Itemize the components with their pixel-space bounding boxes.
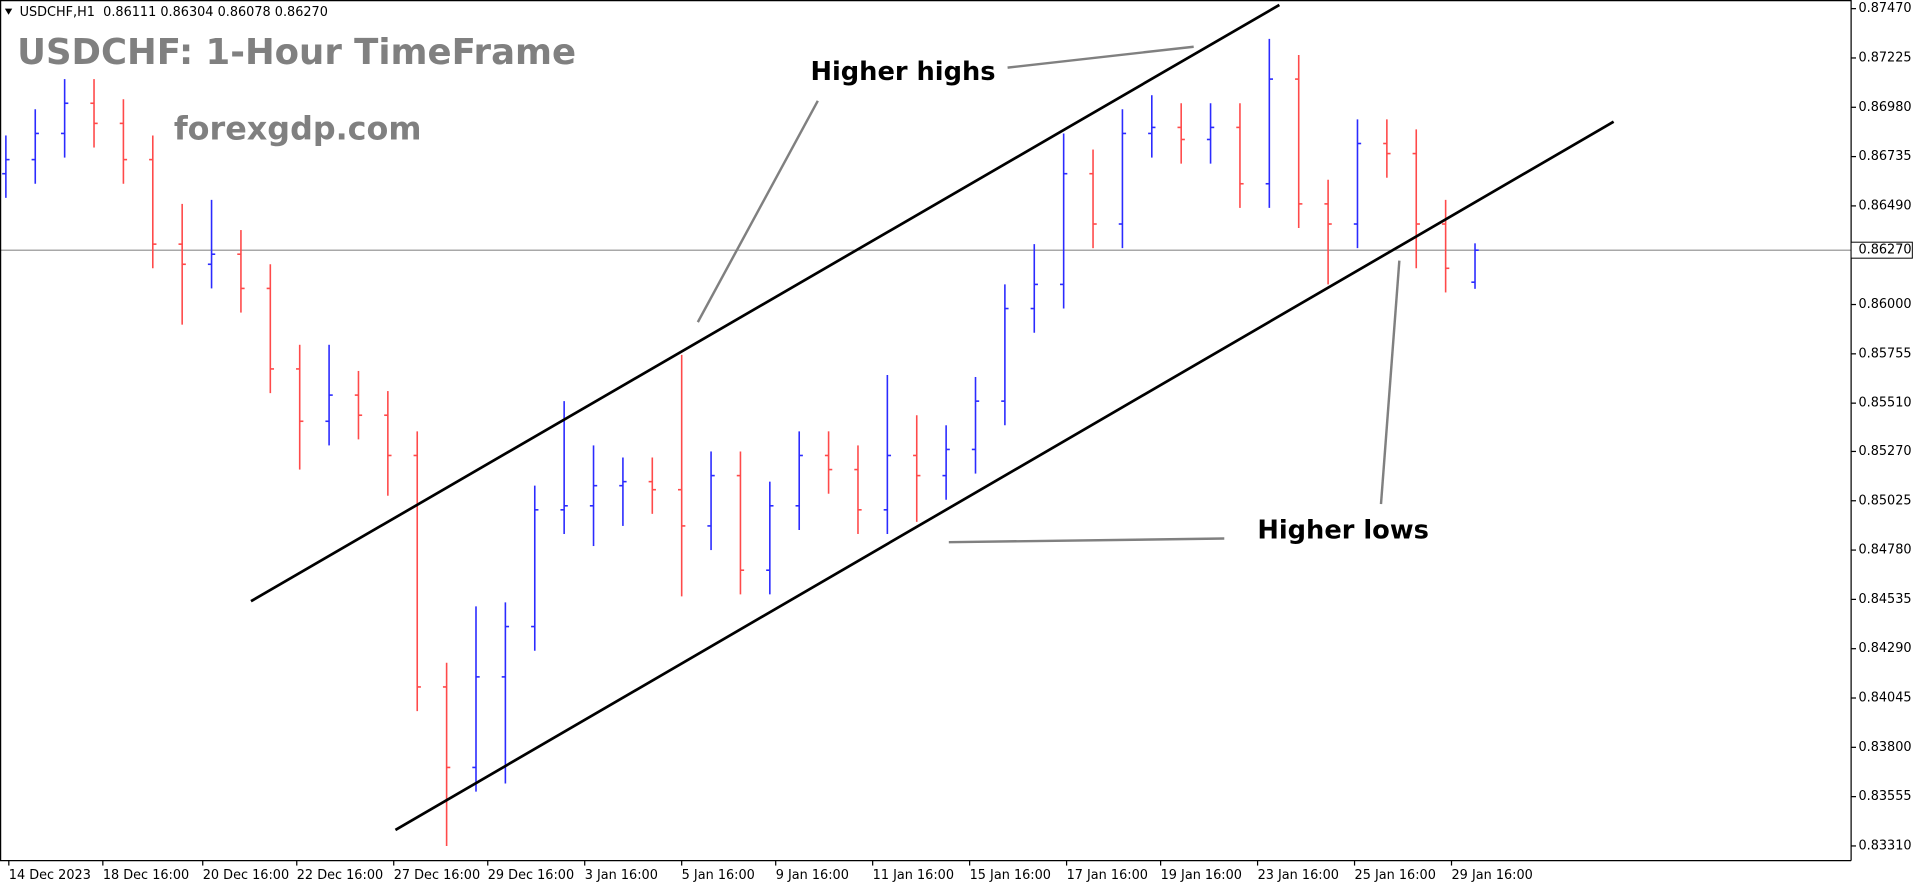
lower-trendline bbox=[394, 120, 1615, 832]
x-tick-label: 14 Dec 2023 bbox=[9, 868, 91, 883]
y-tick-label: 0.84045 bbox=[1858, 690, 1911, 705]
current-price-label: 0.86270 bbox=[1858, 243, 1911, 258]
current-price-box bbox=[1850, 241, 1913, 259]
y-tick-label: 0.84780 bbox=[1858, 543, 1911, 558]
x-tick-label: 5 Jan 16:00 bbox=[682, 868, 755, 883]
x-tick-label: 29 Dec 16:00 bbox=[488, 868, 574, 883]
y-tick-label: 0.83310 bbox=[1858, 838, 1911, 853]
y-tick-label: 0.85270 bbox=[1858, 444, 1911, 459]
x-tick-label: 11 Jan 16:00 bbox=[873, 868, 954, 883]
y-tick-label: 0.83800 bbox=[1858, 740, 1911, 755]
pointer-line bbox=[696, 100, 819, 323]
y-tick-label: 0.86000 bbox=[1858, 297, 1911, 312]
pointer-line bbox=[1007, 45, 1194, 69]
y-tick-label: 0.86980 bbox=[1858, 100, 1911, 115]
y-tick-label: 0.85755 bbox=[1858, 346, 1911, 361]
y-tick-label: 0.87225 bbox=[1858, 50, 1911, 65]
pointer-line bbox=[1379, 260, 1401, 505]
x-tick-label: 20 Dec 16:00 bbox=[203, 868, 289, 883]
y-tick-label: 0.84290 bbox=[1858, 641, 1911, 656]
watermark: forexgdp.com bbox=[174, 109, 422, 147]
x-tick-label: 23 Jan 16:00 bbox=[1258, 868, 1339, 883]
y-tick-label: 0.86735 bbox=[1858, 149, 1911, 164]
y-tick-label: 0.84535 bbox=[1858, 592, 1911, 607]
x-tick-label: 25 Jan 16:00 bbox=[1355, 868, 1436, 883]
x-tick-label: 18 Dec 16:00 bbox=[103, 868, 189, 883]
plot-area bbox=[0, 38, 1852, 846]
x-tick-label: 17 Jan 16:00 bbox=[1067, 868, 1148, 883]
annotation: Higher lows bbox=[1257, 516, 1429, 546]
symbol-header: USDCHF,H1 0.86111 0.86304 0.86078 0.8627… bbox=[20, 5, 328, 20]
annotation: Higher highs bbox=[810, 57, 995, 87]
chart-title: USDCHF: 1-Hour TimeFrame bbox=[17, 32, 576, 73]
y-tick-label: 0.85510 bbox=[1858, 396, 1911, 411]
y-tick-label: 0.87470 bbox=[1858, 1, 1911, 16]
x-tick-label: 22 Dec 16:00 bbox=[297, 868, 383, 883]
header-icon bbox=[4, 8, 13, 15]
x-tick-label: 27 Dec 16:00 bbox=[394, 868, 480, 883]
y-tick-label: 0.85025 bbox=[1858, 493, 1911, 508]
y-tick-label: 0.83555 bbox=[1858, 789, 1911, 804]
x-tick-label: 19 Jan 16:00 bbox=[1161, 868, 1242, 883]
x-tick-label: 3 Jan 16:00 bbox=[585, 868, 658, 883]
x-tick-label: 9 Jan 16:00 bbox=[776, 868, 849, 883]
x-tick-label: 29 Jan 16:00 bbox=[1452, 868, 1533, 883]
upper-trendline bbox=[250, 3, 1281, 603]
x-tick-label: 15 Jan 16:00 bbox=[970, 868, 1051, 883]
pointer-line bbox=[948, 537, 1225, 544]
y-tick-label: 0.86490 bbox=[1858, 198, 1911, 213]
